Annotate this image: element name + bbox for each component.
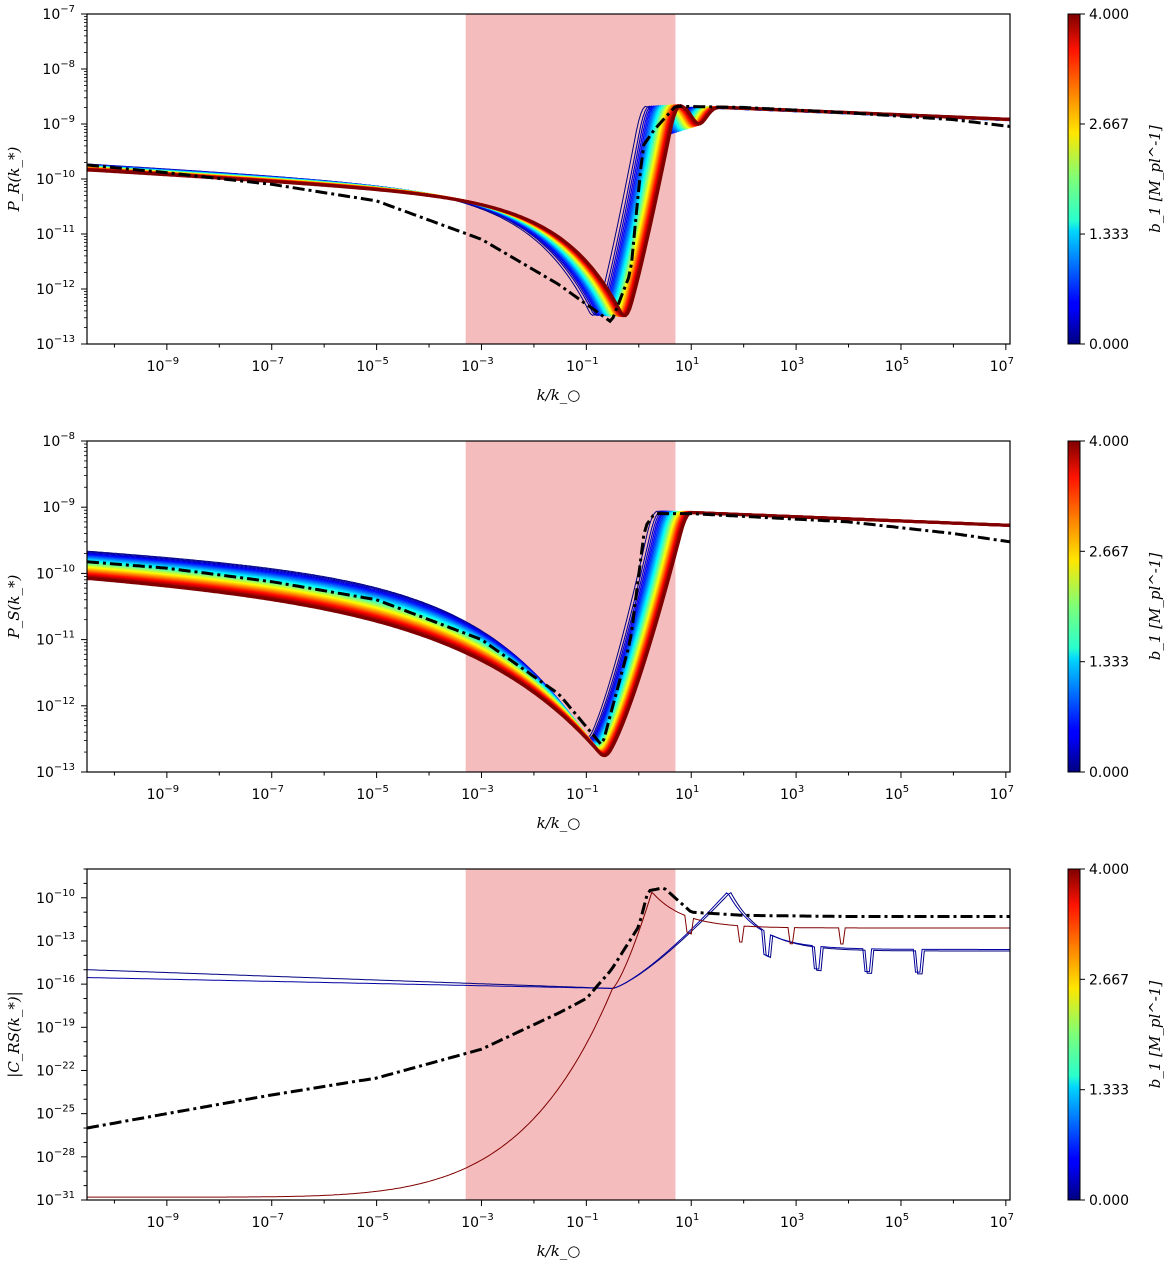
x-axis-label: k/k_○ <box>537 386 581 404</box>
x-tick-label: 10−7 <box>251 1212 284 1231</box>
x-tick-label: 103 <box>780 784 804 803</box>
y-tick-label: 10−19 <box>36 1017 75 1036</box>
colorbar-gradient <box>1067 13 1081 345</box>
colorbar-tick-label: 4.000 <box>1089 434 1129 450</box>
x-tick-label: 10−3 <box>461 356 494 375</box>
y-tick-label: 10−10 <box>36 888 75 907</box>
y-tick-label: 10−16 <box>36 974 75 993</box>
plot-frame <box>86 868 1011 1201</box>
shaded-region <box>465 869 676 1200</box>
y-tick-label: 10−10 <box>36 563 75 582</box>
y-tick-label: 10−25 <box>36 1104 75 1123</box>
x-tick-label: 10−5 <box>356 1212 389 1231</box>
x-tick-label: 10−1 <box>566 784 599 803</box>
panel-bottom: 10−9 10−7 10−5 10−3 10−1 101 103 105 107 10−31 10−… <box>5 862 1164 1260</box>
x-tick-label: 10−1 <box>566 1212 599 1231</box>
y-tick-label: 10−7 <box>42 4 75 23</box>
colorbar-tick-label: 1.333 <box>1089 655 1129 671</box>
x-tick-label: 105 <box>885 356 909 375</box>
y-tick-label: 10−28 <box>36 1147 75 1166</box>
x-tick-label: 10−5 <box>356 784 389 803</box>
x-axis-label: k/k_○ <box>537 1242 581 1260</box>
y-tick-label: 10−10 <box>36 169 75 188</box>
x-axis-label: k/k_○ <box>537 814 581 832</box>
x-tick-label: 105 <box>885 784 909 803</box>
x-tick-label: 107 <box>990 784 1014 803</box>
y-tick-label: 10−9 <box>42 497 75 516</box>
colorbar-tick-label: 4.000 <box>1089 7 1129 23</box>
x-tick-label: 101 <box>675 1212 699 1231</box>
family-curve <box>87 892 1010 989</box>
x-tick-label: 105 <box>885 1212 909 1231</box>
x-tick-label: 107 <box>990 1212 1014 1231</box>
colorbar-tick-label: 4.000 <box>1089 862 1129 878</box>
x-tick-label: 10−3 <box>461 1212 494 1231</box>
colorbar-gradient <box>1067 440 1081 773</box>
reference-curve <box>87 104 1010 324</box>
x-tick-label: 10−9 <box>147 784 180 803</box>
x-tick-label: 103 <box>780 1212 804 1231</box>
y-axis-label: P_S(k_*) <box>5 575 23 640</box>
y-tick-label: 10−22 <box>36 1060 75 1079</box>
y-axis-label: |C_RS(k_*)| <box>5 991 23 1077</box>
reference-curve <box>87 512 1010 747</box>
colorbar-label: b_1 [M_pl^-1] <box>1146 981 1164 1089</box>
x-tick-label: 103 <box>780 356 804 375</box>
y-tick-label: 10−12 <box>36 696 75 715</box>
family-curve <box>87 510 1010 758</box>
y-tick-label: 10−13 <box>36 334 75 353</box>
x-tick-label: 10−5 <box>356 356 389 375</box>
y-tick-label: 10−31 <box>36 1190 75 1209</box>
x-tick-label: 10−3 <box>461 784 494 803</box>
colorbar-tick-label: 0.000 <box>1089 765 1129 781</box>
x-tick-label: 101 <box>675 356 699 375</box>
y-axis-label: P_R(k_*) <box>5 147 23 213</box>
colorbar-tick-label: 2.667 <box>1089 544 1129 560</box>
colorbar: 0.000 1.333 2.667 4.000 b_1 [M_pl^-1] <box>1067 434 1164 781</box>
panel-top: 10−9 10−7 10−5 10−3 10−1 101 103 105 107 10−13 10−… <box>5 4 1164 404</box>
x-tick-label: 10−7 <box>251 784 284 803</box>
panel-middle: 10−9 10−7 10−5 10−3 10−1 101 103 105 107 10−13 10−… <box>5 431 1164 832</box>
y-tick-label: 10−8 <box>42 431 75 450</box>
plot-frame <box>86 440 1011 773</box>
x-tick-label: 107 <box>990 356 1014 375</box>
colorbar-label: b_1 [M_pl^-1] <box>1146 125 1164 233</box>
reference-curve <box>87 886 1010 1130</box>
x-tick-label: 10−7 <box>251 356 284 375</box>
colorbar-tick-label: 0.000 <box>1089 337 1129 353</box>
curve-family <box>87 891 1010 1198</box>
y-tick-label: 10−9 <box>42 114 75 133</box>
x-tick-label: 10−9 <box>147 356 180 375</box>
colorbar: 0.000 1.333 2.667 4.000 b_1 [M_pl^-1] <box>1067 7 1164 353</box>
colorbar-tick-label: 0.000 <box>1089 1193 1129 1209</box>
y-tick-label: 10−8 <box>42 59 75 78</box>
y-tick-label: 10−11 <box>36 224 75 243</box>
y-tick-label: 10−11 <box>36 630 75 649</box>
colorbar-label: b_1 [M_pl^-1] <box>1146 553 1164 661</box>
colorbar: 0.000 1.333 2.667 4.000 b_1 [M_pl^-1] <box>1067 862 1164 1209</box>
y-tick-label: 10−13 <box>36 762 75 781</box>
x-tick-label: 10−1 <box>566 356 599 375</box>
family-curve <box>87 891 1010 1198</box>
colorbar-tick-label: 1.333 <box>1089 227 1129 243</box>
colorbar-gradient <box>1067 868 1081 1201</box>
y-tick-label: 10−12 <box>36 279 75 298</box>
x-tick-label: 101 <box>675 784 699 803</box>
colorbar-tick-label: 2.667 <box>1089 117 1129 133</box>
colorbar-tick-label: 2.667 <box>1089 972 1129 988</box>
x-tick-label: 10−9 <box>147 1212 180 1231</box>
colorbar-tick-label: 1.333 <box>1089 1083 1129 1099</box>
family-curve <box>87 892 1010 989</box>
y-tick-label: 10−13 <box>36 931 75 950</box>
